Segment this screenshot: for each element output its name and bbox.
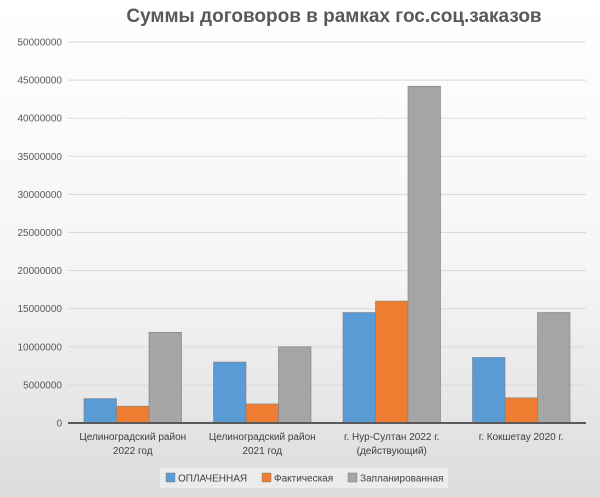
bar xyxy=(537,312,571,424)
legend-swatch xyxy=(165,472,176,483)
bar xyxy=(342,312,376,424)
y-tick-label: 45000000 xyxy=(18,76,63,87)
y-tick-label: 5000000 xyxy=(23,380,62,391)
chart-title: Суммы договоров в рамках гос.соц.заказов xyxy=(126,6,541,27)
bar xyxy=(278,346,312,424)
legend-label: ОПЛАЧЕННАЯ xyxy=(178,474,247,485)
legend-swatch xyxy=(347,472,358,483)
bar xyxy=(504,397,538,424)
y-tick-label: 15000000 xyxy=(18,304,63,315)
y-tick-label: 25000000 xyxy=(18,228,63,239)
legend-swatch xyxy=(261,472,272,483)
y-tick-label: 40000000 xyxy=(18,114,63,125)
y-tick-label: 35000000 xyxy=(18,152,63,163)
y-tick-label: 50000000 xyxy=(18,38,63,49)
y-tick-label: 30000000 xyxy=(18,190,63,201)
legend-label: Фактическая xyxy=(274,474,333,485)
gridlines xyxy=(68,41,586,386)
x-tick-label: 2021 год xyxy=(242,446,282,457)
bar xyxy=(116,405,150,424)
bar xyxy=(407,85,441,424)
y-tick-label: 0 xyxy=(56,419,62,430)
y-tick-label: 10000000 xyxy=(18,342,63,353)
bars xyxy=(83,85,571,424)
bar xyxy=(472,357,506,424)
x-tick-label: Целиноградский район xyxy=(209,432,316,443)
bar xyxy=(375,300,409,424)
bar xyxy=(213,361,247,424)
x-tick-label: 2022 год xyxy=(113,446,153,457)
x-tick-label: г. Кокшетау 2020 г. xyxy=(479,432,564,443)
bar xyxy=(83,398,117,424)
y-axis: 0 5000000 10000000 15000000 20000000 25000000… xyxy=(18,38,63,430)
x-tick-label: г. Нур-Султан 2022 г. xyxy=(344,432,439,443)
x-tick-label: Целиноградский район xyxy=(79,432,186,443)
bar xyxy=(245,403,279,424)
legend: ОПЛАЧЕННАЯ Фактическая Запланированная xyxy=(160,468,448,488)
legend-background xyxy=(160,468,448,488)
x-axis: Целиноградский район 2022 год Целиноградск… xyxy=(79,432,563,457)
y-tick-label: 20000000 xyxy=(18,266,63,277)
x-tick-label: (действующий) xyxy=(357,446,427,457)
legend-label: Запланированная xyxy=(360,474,443,485)
bar xyxy=(148,332,182,424)
